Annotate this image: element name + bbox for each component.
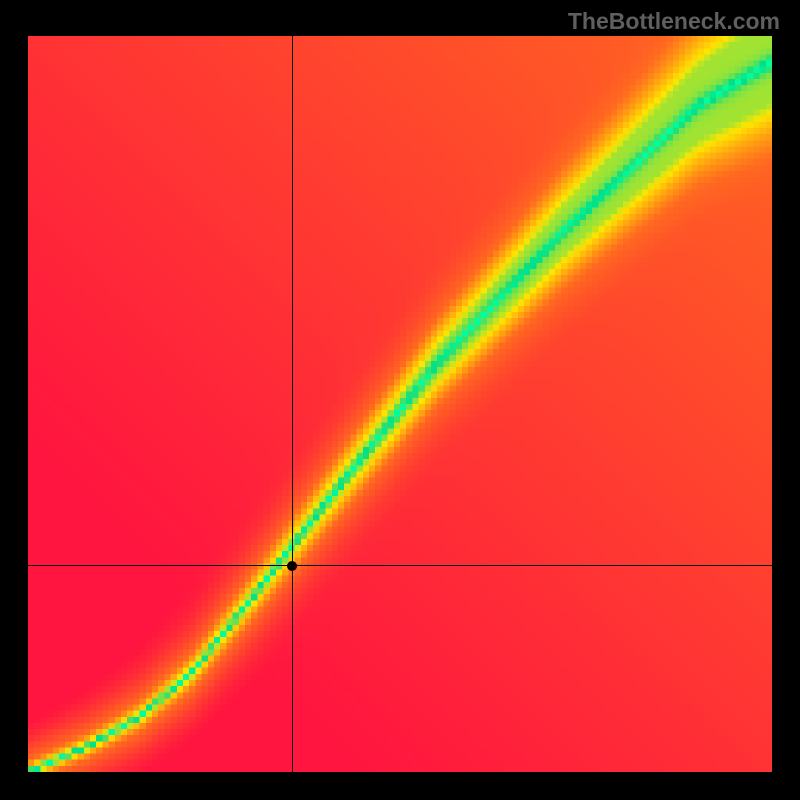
attribution-text: TheBottleneck.com [568,8,780,35]
crosshair-horizontal [28,565,772,566]
crosshair-vertical [292,36,293,772]
bottleneck-heatmap [28,36,772,772]
crosshair-marker [285,559,299,573]
chart-stage: TheBottleneck.com [0,0,800,800]
